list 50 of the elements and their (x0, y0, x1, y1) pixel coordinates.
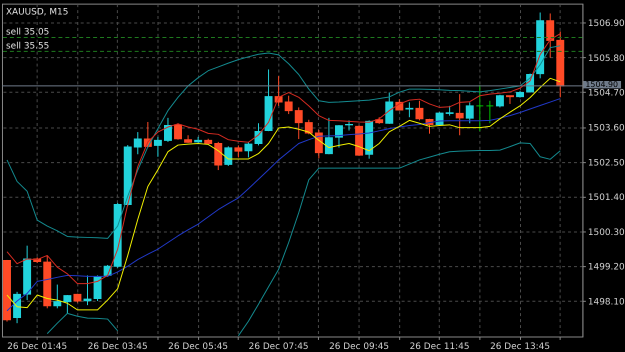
candlestick (446, 105, 454, 116)
candlestick (324, 117, 333, 155)
y-tick-label: 1499.20 (588, 262, 625, 273)
candlestick (496, 94, 504, 108)
candlestick (476, 84, 484, 132)
y-tick-label: 1498.10 (588, 297, 625, 308)
x-tick-label: 26 Dec 05:45 (168, 342, 228, 352)
ref-line-label: 1504.90 (585, 80, 618, 89)
candlestick (13, 291, 22, 324)
candlestick (314, 129, 323, 159)
candlestick (164, 117, 172, 142)
ref-line-label: sell 35.05 (6, 28, 50, 38)
y-tick-label: 1500.30 (588, 228, 625, 238)
candlestick (224, 146, 232, 166)
candlestick (94, 274, 102, 302)
candlestick (214, 141, 222, 171)
candlestick (53, 284, 62, 309)
x-tick-label: 26 Dec 07:45 (248, 342, 309, 352)
candlestick (415, 100, 424, 121)
y-tick-label: 1503.60 (588, 124, 625, 134)
candlestick (456, 94, 464, 136)
candlestick (345, 120, 353, 132)
y-tick-label: 1502.50 (588, 158, 625, 168)
candlestick (405, 102, 414, 118)
y-tick-label: 1505.80 (588, 54, 625, 64)
candlestick (234, 144, 242, 158)
x-tick-label: 26 Dec 03:45 (88, 342, 148, 352)
chart-title: XAUUSD, M15 (6, 8, 68, 18)
candlestick (284, 95, 293, 115)
candlestick (254, 122, 262, 146)
candlestick (294, 106, 303, 140)
ref-line-label: sell 35.55 (6, 41, 50, 52)
x-tick-label: 26 Dec 11:45 (410, 342, 470, 352)
candlestick (154, 136, 162, 158)
candlestick (335, 124, 343, 148)
x-tick-label: 26 Dec 01:45 (7, 342, 68, 352)
candlestick (466, 102, 474, 124)
candlestick (84, 274, 92, 306)
y-tick-label: 1501.40 (588, 193, 625, 204)
candlestick (174, 122, 182, 140)
y-tick-label: 1506.90 (588, 19, 625, 30)
candlestick (134, 132, 142, 155)
candlestick (546, 12, 554, 58)
candlestick (486, 100, 494, 124)
candlestick (304, 119, 313, 135)
candlestick (244, 141, 252, 158)
x-tick-label: 26 Dec 13:45 (490, 342, 550, 352)
y-tick-label: 1504.70 (588, 88, 625, 99)
candlestick (63, 294, 72, 314)
x-tick-label: 26 Dec 09:45 (329, 342, 390, 352)
